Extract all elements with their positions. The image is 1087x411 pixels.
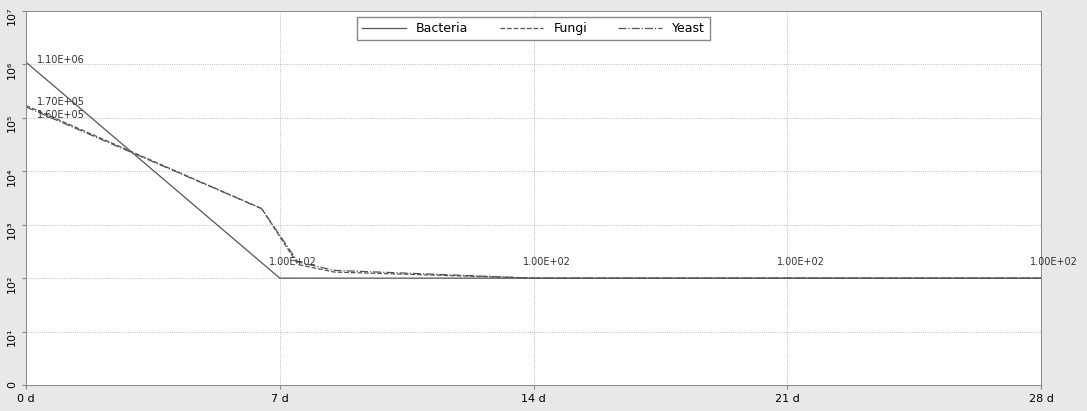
Fungi [20,103,33,108]
Line: Yeast: Yeast [26,107,1041,278]
Line: Bacteria: Bacteria [26,62,1041,278]
Fungi [255,206,268,211]
Text: 1.10E+06: 1.10E+06 [37,55,85,65]
Yeast [20,104,33,109]
Text: 1.70E+05: 1.70E+05 [37,97,85,107]
Bacteria [273,276,286,281]
Text: 1.00E+02: 1.00E+02 [1030,257,1078,267]
Fungi [527,276,540,281]
Yeast [327,268,340,273]
Yeast [527,276,540,281]
Yeast [291,260,304,265]
Bacteria [780,276,794,281]
Fungi [291,262,304,267]
Yeast [255,206,268,211]
Fungi [327,270,340,275]
Bacteria [527,276,540,281]
Text: 1.00E+02: 1.00E+02 [776,257,824,267]
Text: 1.00E+02: 1.00E+02 [268,257,316,267]
Text: 1.60E+05: 1.60E+05 [37,110,85,120]
Fungi [1035,276,1048,281]
Yeast [1035,276,1048,281]
Bacteria [1035,276,1048,281]
Bacteria [20,60,33,65]
Text: 1.00E+02: 1.00E+02 [523,257,571,267]
Legend: Bacteria, Fungi, Yeast: Bacteria, Fungi, Yeast [358,17,710,40]
Yeast [780,276,794,281]
Line: Fungi: Fungi [26,106,1041,278]
Fungi [780,276,794,281]
